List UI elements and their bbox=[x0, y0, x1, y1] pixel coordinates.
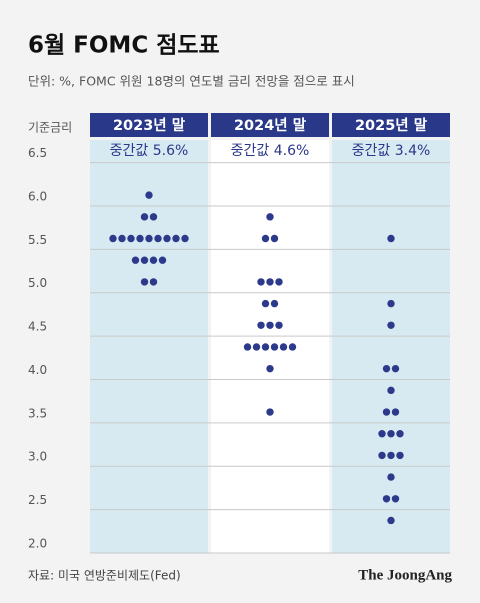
column-background bbox=[90, 140, 208, 553]
dot bbox=[172, 234, 180, 243]
chart-title: 6월 FOMC 점도표 bbox=[28, 33, 220, 59]
dot bbox=[266, 408, 274, 416]
chart-subtitle: 단위: %, FOMC 위원 18명의 연도별 금리 전망을 점으로 표시 bbox=[28, 74, 355, 89]
dot bbox=[252, 343, 261, 351]
dot bbox=[275, 278, 283, 286]
dot bbox=[243, 343, 252, 351]
column-header bbox=[332, 113, 450, 137]
column-header-label: 2025년 말 bbox=[355, 116, 428, 134]
dot bbox=[261, 343, 270, 351]
y-tick-label: 6.0 bbox=[28, 189, 47, 203]
dot bbox=[145, 234, 153, 243]
dot bbox=[158, 256, 167, 264]
dot bbox=[270, 299, 279, 308]
dot bbox=[257, 278, 265, 286]
y-tick-label: 5.5 bbox=[28, 233, 47, 247]
dot bbox=[279, 343, 288, 351]
dot bbox=[387, 386, 395, 395]
dot bbox=[382, 364, 391, 373]
y-tick-label: 6.5 bbox=[28, 146, 47, 160]
dot bbox=[387, 321, 395, 329]
median-label: 중간값 3.4% bbox=[352, 143, 431, 159]
dot bbox=[154, 234, 162, 243]
y-tick-label: 2.5 bbox=[28, 493, 47, 507]
column-header-label: 2024년 말 bbox=[234, 116, 307, 134]
column-header bbox=[211, 113, 329, 137]
dot bbox=[391, 408, 400, 416]
dot bbox=[145, 191, 153, 199]
dot bbox=[149, 256, 158, 264]
dot bbox=[387, 299, 395, 308]
y-tick-label: 4.5 bbox=[28, 320, 47, 334]
y-tick-label: 3.5 bbox=[28, 406, 47, 420]
dot bbox=[387, 430, 395, 438]
dot bbox=[127, 234, 135, 243]
dot bbox=[131, 256, 140, 264]
median-label: 중간값 4.6% bbox=[231, 143, 310, 159]
column-header bbox=[90, 113, 208, 137]
dot bbox=[396, 430, 404, 438]
dot bbox=[387, 516, 395, 525]
dot bbox=[387, 473, 395, 481]
dot bbox=[140, 213, 149, 221]
dot bbox=[109, 234, 117, 243]
dot bbox=[275, 321, 283, 329]
y-axis-label: 기준금리 bbox=[28, 121, 72, 135]
dot bbox=[396, 451, 404, 460]
median-label: 중간값 5.6% bbox=[110, 143, 189, 159]
dot bbox=[163, 234, 171, 243]
dot bbox=[270, 343, 279, 351]
dot bbox=[391, 364, 400, 373]
dot bbox=[140, 278, 149, 286]
column-background bbox=[211, 140, 329, 553]
y-tick-label: 4.0 bbox=[28, 363, 47, 377]
source: 자료: 미국 연방준비제도(Fed) bbox=[28, 569, 181, 583]
dot bbox=[181, 234, 189, 243]
dot bbox=[261, 299, 270, 308]
dot bbox=[149, 213, 158, 221]
dot bbox=[288, 343, 297, 351]
column-background bbox=[332, 140, 450, 553]
dot bbox=[266, 321, 274, 329]
dot bbox=[387, 451, 395, 460]
dot bbox=[270, 234, 279, 243]
dot bbox=[257, 321, 265, 329]
column-header-label: 2023년 말 bbox=[113, 116, 186, 134]
dot bbox=[266, 278, 274, 286]
dot bbox=[266, 364, 274, 373]
dot bbox=[136, 234, 144, 243]
dot bbox=[140, 256, 149, 264]
dot bbox=[266, 213, 274, 221]
dot bbox=[387, 234, 395, 243]
dot bbox=[118, 234, 126, 243]
dot bbox=[382, 495, 391, 503]
y-tick-label: 2.0 bbox=[28, 537, 47, 551]
dot bbox=[382, 408, 391, 416]
brand: The JoongAng bbox=[358, 567, 452, 583]
dot bbox=[261, 234, 270, 243]
y-tick-label: 3.0 bbox=[28, 450, 47, 464]
y-tick-label: 5.0 bbox=[28, 276, 47, 290]
dot bbox=[391, 495, 400, 503]
dot bbox=[149, 278, 158, 286]
dot bbox=[378, 430, 386, 438]
dot bbox=[378, 451, 386, 460]
